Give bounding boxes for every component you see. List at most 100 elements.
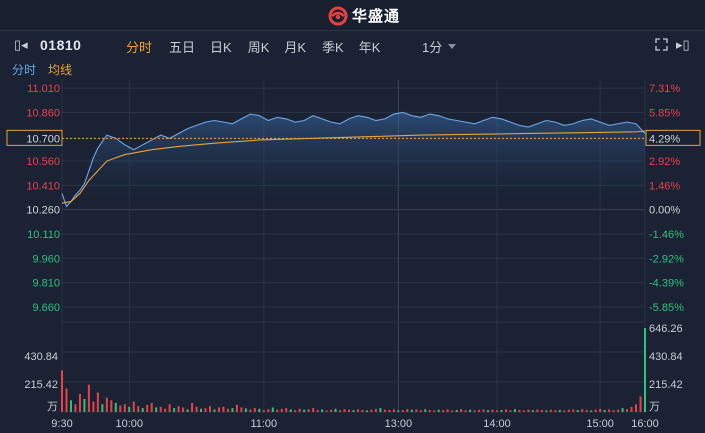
volume-bar [119, 405, 122, 412]
volume-bar [285, 408, 288, 412]
tab-quarterly-k[interactable]: 季K [322, 40, 344, 55]
tab-five-day[interactable]: 五日 [169, 40, 196, 55]
volume-bar [644, 328, 646, 412]
volume-bar [549, 409, 552, 412]
volume-bar [334, 408, 337, 412]
chevron-down-icon [448, 44, 457, 49]
volume-tick-label: 646.26 [649, 323, 683, 335]
legend-avg-label: 均线 [48, 63, 73, 77]
brand-logo: 华盛通 [328, 5, 400, 26]
volume-bar [415, 409, 418, 412]
volume-bar [509, 410, 512, 412]
volume-bar [168, 404, 171, 412]
volume-bar [195, 406, 198, 412]
volume-bar [298, 408, 301, 412]
brand-name: 华盛通 [352, 8, 401, 25]
average-line [61, 130, 646, 204]
volume-bar [164, 408, 167, 412]
volume-bar [289, 409, 292, 412]
interval-select[interactable]: 1分 [422, 37, 457, 56]
volume-bar [69, 400, 72, 412]
pct-tick-label: 0.00% [649, 205, 680, 217]
volume-bar [155, 407, 158, 412]
volume-bar [379, 408, 382, 412]
current-pct-box [645, 129, 701, 146]
volume-tick-label: 215.42 [24, 379, 58, 391]
volume-bar [222, 406, 225, 412]
volume-bar [451, 410, 454, 412]
collapse-icon[interactable]: ▯◂ [14, 37, 28, 52]
volume-tick-label: 430.84 [24, 351, 58, 363]
tab-intraday[interactable]: 分时 [126, 40, 153, 55]
price-tick-label: 10.260 [26, 205, 60, 217]
tab-yearly-k[interactable]: 年K [358, 40, 381, 55]
volume-bar [321, 409, 324, 412]
volume-bar [563, 410, 566, 412]
volume-bar [312, 408, 315, 412]
volume-bar [635, 404, 638, 412]
volume-bar [87, 384, 90, 412]
volume-bar [235, 404, 238, 412]
volume-bar [137, 406, 140, 412]
volume-bar [590, 410, 593, 412]
pct-tick-label: -5.85% [649, 302, 684, 314]
interval-label: 1分 [422, 40, 443, 55]
volume-bar [572, 409, 575, 412]
volume-bar [455, 409, 458, 412]
chart-toolbar: ▯◂ 01810 分时 五日 日K 周K 月K 季K 年K 1分 ▸▯ [0, 31, 705, 59]
volume-bar [585, 409, 588, 412]
volume-bar [626, 409, 629, 412]
volume-bar [231, 408, 234, 412]
volume-bar [531, 410, 534, 412]
volume-bar [339, 410, 342, 412]
price-tick-label: 10.410 [26, 180, 60, 192]
tab-daily-k[interactable]: 日K [210, 40, 232, 55]
expand-icon[interactable] [655, 38, 668, 51]
price-tick-label: 10.560 [26, 156, 60, 168]
volume-bar [410, 409, 413, 412]
volume-bar [150, 402, 153, 412]
volume-bar [536, 409, 539, 412]
volume-bar [513, 409, 516, 412]
pct-tick-label: -4.39% [649, 278, 684, 290]
volume-bar [316, 409, 319, 412]
volume-bar [61, 370, 63, 412]
volume-bar [65, 388, 68, 412]
tab-weekly-k[interactable]: 周K [247, 40, 270, 55]
volume-bar [159, 406, 162, 412]
volume-bar [105, 397, 108, 412]
volume-bar [258, 408, 261, 412]
close-panel-icon[interactable]: ▸▯ [676, 37, 690, 52]
volume-bar [621, 408, 624, 412]
volume-bar [123, 404, 126, 412]
volume-bar [500, 410, 503, 412]
volume-bar [504, 409, 507, 412]
volume-bar [558, 409, 561, 412]
tab-monthly-k[interactable]: 月K [284, 40, 307, 55]
volume-bar [608, 409, 611, 412]
price-tick-label: 9.960 [32, 253, 60, 265]
volume-bar [204, 408, 207, 412]
volume-bar [208, 406, 211, 412]
volume-bar [527, 409, 530, 412]
volume-bar [141, 408, 144, 412]
volume-bar [128, 406, 131, 412]
volume-bar [464, 410, 467, 412]
time-tick-label: 15:00 [586, 418, 614, 430]
volume-bar [132, 401, 135, 412]
pct-tick-label: 7.31% [649, 83, 680, 95]
volume-bar [392, 409, 395, 412]
chart-legend: 分时 均线 [12, 61, 72, 78]
volume-bar [343, 409, 346, 412]
pct-tick-label: 2.92% [649, 156, 680, 168]
volume-bar [182, 407, 185, 412]
volume-bar [630, 406, 633, 412]
app-header: 华盛通 [0, 0, 705, 31]
volume-bar [101, 404, 104, 412]
volume-bar [581, 409, 584, 412]
volume-unit-label: 万 [47, 401, 58, 413]
volume-bar [365, 410, 368, 412]
volume-bar [428, 409, 431, 412]
volume-bar [370, 409, 373, 412]
